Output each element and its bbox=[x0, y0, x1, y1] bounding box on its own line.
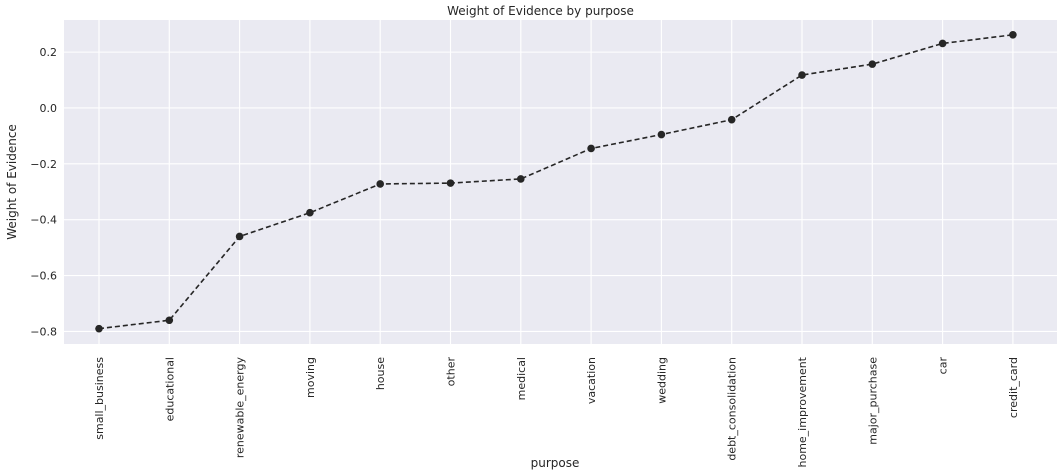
x-tick-label: major_purchase bbox=[866, 357, 879, 445]
data-point bbox=[235, 232, 244, 241]
data-point bbox=[95, 324, 103, 333]
data-point bbox=[306, 208, 314, 217]
data-point bbox=[517, 175, 525, 183]
x-tick-label: house bbox=[374, 357, 387, 390]
data-point bbox=[1009, 31, 1017, 39]
plot-background bbox=[64, 20, 1057, 344]
data-point bbox=[587, 144, 595, 153]
data-point bbox=[798, 71, 806, 79]
y-tick-label: −0.8 bbox=[30, 325, 57, 338]
data-point bbox=[446, 179, 455, 187]
x-tick-label: medical bbox=[515, 357, 528, 400]
y-axis-label: Weight of Evidence bbox=[5, 124, 19, 240]
x-tick-label: moving bbox=[304, 357, 317, 398]
data-point bbox=[938, 39, 947, 48]
data-point bbox=[165, 316, 174, 325]
y-tick-label: 0.2 bbox=[40, 46, 58, 59]
data-point bbox=[868, 60, 877, 68]
x-tick-label: renewable_energy bbox=[234, 357, 247, 459]
y-tick-label: 0.0 bbox=[40, 102, 58, 115]
x-tick-label: other bbox=[445, 357, 458, 387]
x-tick-label: debt_consolidation bbox=[726, 357, 739, 461]
y-tick-label: −0.4 bbox=[30, 214, 57, 227]
series bbox=[95, 31, 1017, 333]
x-tick-labels: small_business educational renewable_energ… bbox=[93, 356, 1020, 467]
x-axis-label: purpose bbox=[531, 456, 580, 470]
x-tick-label: home_improvement bbox=[796, 356, 809, 467]
data-point bbox=[727, 115, 736, 124]
x-tick-label: credit_card bbox=[1007, 357, 1020, 418]
y-tick-labels: 0.2 0.0 −0.2 −0.4 −0.6 −0.8 bbox=[30, 46, 57, 338]
x-tick-label: wedding bbox=[655, 357, 668, 404]
data-point bbox=[657, 130, 666, 139]
x-tick-label: car bbox=[937, 357, 950, 375]
chart-title: Weight of Evidence by purpose bbox=[447, 4, 634, 18]
y-tick-label: −0.6 bbox=[30, 270, 57, 283]
y-tick-label: −0.2 bbox=[30, 158, 57, 171]
x-tick-label: educational bbox=[163, 357, 176, 421]
x-tick-label: small_business bbox=[93, 357, 106, 440]
series-line bbox=[98, 34, 1013, 330]
data-point bbox=[376, 180, 385, 188]
x-tick-label: vacation bbox=[585, 357, 598, 404]
